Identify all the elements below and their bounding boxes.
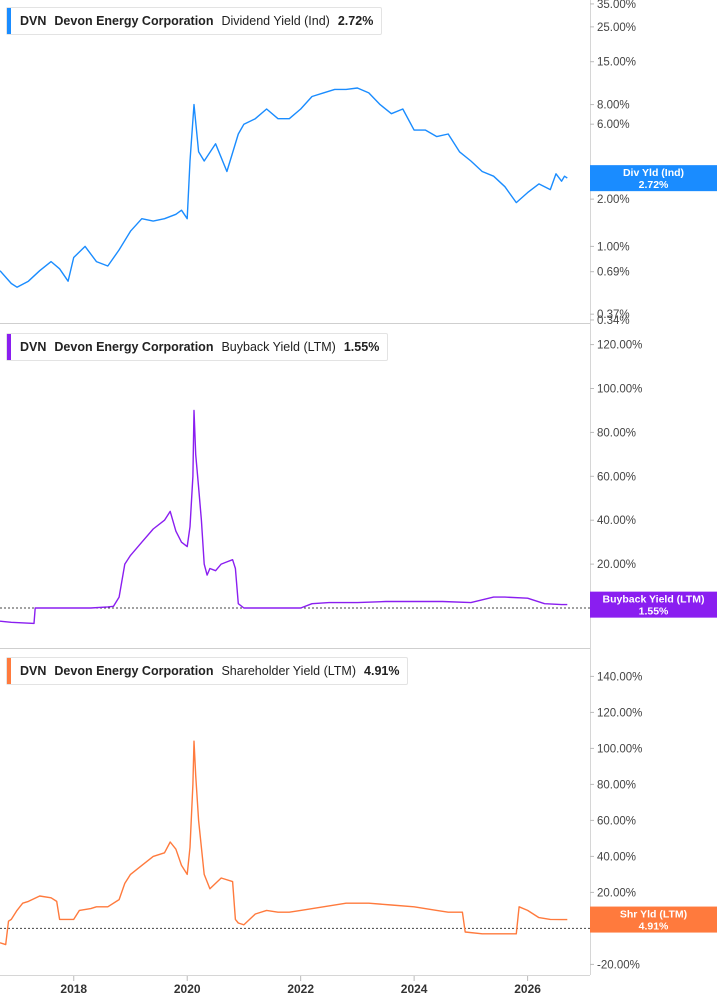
x-tick-label: 2026: [514, 982, 541, 996]
y-tick-label: 20.00%: [597, 559, 636, 571]
series-line: [0, 409, 568, 625]
y-tick-label: 80.00%: [597, 427, 636, 439]
x-tick-label: 2018: [60, 982, 87, 996]
y-tick-label: 100.00%: [597, 383, 642, 395]
current-value-tag-bg: [590, 165, 717, 192]
y-tick-label: 0.34%: [597, 315, 630, 327]
y-tick-label: 20.00%: [597, 887, 636, 899]
y-tick-label: 140.00%: [597, 671, 642, 683]
legend-ticker: DVN: [20, 340, 47, 354]
legend-metric: Buyback Yield (LTM): [221, 340, 336, 354]
y-tick-label: 8.00%: [597, 100, 630, 112]
y-tick-label: 0.69%: [597, 267, 630, 279]
current-value-tag-bg: [590, 906, 717, 933]
legend-value: 2.72%: [337, 14, 374, 28]
y-tick-label: 40.00%: [597, 515, 636, 527]
legend-buyback-yield: DVN Devon Energy Corporation Buyback Yie…: [6, 333, 389, 361]
y-tick-label: 120.00%: [597, 707, 642, 719]
series-color-swatch: [7, 334, 11, 360]
series-line: [0, 87, 568, 288]
current-value-tag-value: 4.91%: [639, 921, 669, 933]
current-value-tag-value: 1.55%: [639, 606, 669, 618]
current-value-tag-label: Div Yld (Ind): [623, 167, 684, 179]
series-color-swatch: [7, 8, 11, 34]
series-line: [0, 740, 568, 946]
current-value-tag: Shr Yld (LTM)4.91%: [590, 906, 717, 933]
y-tick-label: 2.00%: [597, 194, 630, 206]
y-tick-label: 0.37%: [597, 309, 630, 321]
legend-company: Devon Energy Corporation: [54, 664, 214, 678]
legend-company: Devon Energy Corporation: [54, 340, 214, 354]
y-tick-label: 80.00%: [597, 779, 636, 791]
x-tick-label: 2024: [401, 982, 428, 996]
y-tick-label: 35.00%: [597, 0, 636, 11]
current-value-tag-bg: [590, 591, 717, 618]
legend-value: 4.91%: [364, 664, 400, 678]
y-tick-label: 120.00%: [597, 340, 642, 352]
legend-ticker: DVN: [20, 14, 47, 28]
y-tick-label: 40.00%: [597, 851, 636, 863]
y-tick-label: 6.00%: [597, 119, 630, 131]
y-tick-label: -20.00%: [597, 959, 640, 971]
series-color-swatch: [7, 658, 11, 684]
legend-metric: Dividend Yield (Ind): [221, 14, 330, 28]
y-tick-label: 25.00%: [597, 22, 636, 34]
legend-ticker: DVN: [20, 664, 47, 678]
legend-dividend-yield: DVN Devon Energy Corporation Dividend Yi…: [6, 7, 383, 35]
legend-company: Devon Energy Corporation: [54, 14, 214, 28]
current-value-tag: Div Yld (Ind)2.72%: [590, 165, 717, 192]
y-tick-label: 60.00%: [597, 815, 636, 827]
legend-value: 1.55%: [343, 340, 380, 354]
x-tick-label: 2022: [287, 982, 314, 996]
y-tick-label: 1.00%: [597, 241, 630, 253]
legend-metric: Shareholder Yield (LTM): [221, 664, 357, 678]
current-value-tag-label: Buyback Yield (LTM): [603, 594, 705, 606]
current-value-tag-value: 2.72%: [639, 179, 669, 191]
legend-shareholder-yield: DVN Devon Energy Corporation Shareholder…: [6, 657, 409, 685]
x-tick-label: 2020: [174, 982, 201, 996]
y-tick-label: 100.00%: [597, 743, 642, 755]
current-value-tag-label: Shr Yld (LTM): [620, 909, 687, 921]
current-value-tag: Buyback Yield (LTM)1.55%: [590, 591, 717, 618]
y-tick-label: 15.00%: [597, 57, 636, 69]
y-tick-label: 60.00%: [597, 471, 636, 483]
